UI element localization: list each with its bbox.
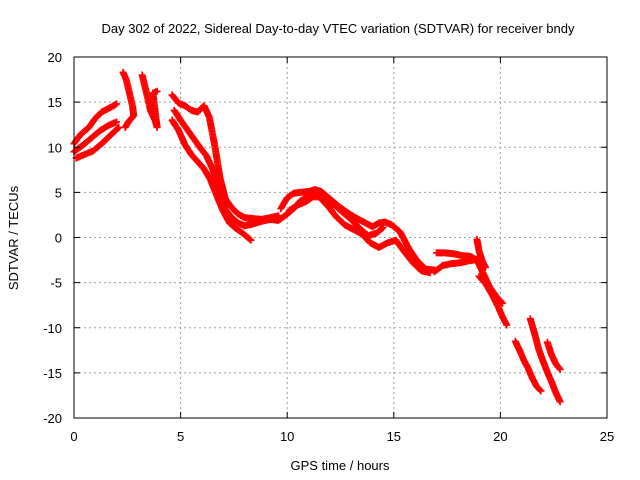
data-point	[503, 321, 511, 329]
y-tick-label: -20	[43, 411, 62, 426]
y-axis-label: SDTVAR / TECUs	[6, 185, 21, 290]
data-point	[113, 100, 121, 108]
x-tick-label: 20	[493, 429, 507, 444]
data-point	[121, 123, 129, 131]
y-tick-label: -10	[43, 321, 62, 336]
y-tick-label: -5	[50, 276, 62, 291]
chart-title: Day 302 of 2022, Sidereal Day-to-day VTE…	[101, 21, 575, 36]
data-point	[115, 123, 123, 131]
x-tick-label: 10	[280, 429, 294, 444]
series-track-h-upper	[526, 315, 564, 406]
data-point	[537, 387, 545, 395]
data-point	[556, 365, 564, 373]
data-point	[481, 263, 489, 271]
x-axis-label: GPS time / hours	[291, 458, 390, 473]
x-tick-label: 15	[387, 429, 401, 444]
y-tick-label: 0	[55, 231, 62, 246]
series-track-e-lower	[285, 193, 434, 277]
series-track-g-lower	[475, 272, 511, 329]
x-tick-label: 25	[600, 429, 614, 444]
series-track-c	[138, 71, 161, 131]
series-track-g-upper	[473, 235, 489, 271]
data-point	[556, 398, 564, 406]
x-tick-label: 0	[70, 429, 77, 444]
data-point	[153, 87, 161, 95]
y-tick-label: 20	[48, 50, 62, 65]
data-markers	[70, 68, 564, 406]
data-point	[555, 364, 563, 372]
data-point	[247, 236, 255, 244]
data-point	[536, 386, 544, 394]
axis-ticks: 0 5 10 15 20 25 -20 -15 -10 -5 0 5 10 15 20	[43, 50, 614, 444]
data-point	[426, 269, 434, 277]
series-track-h-lower	[511, 337, 545, 395]
series-track-a-mid	[70, 118, 121, 156]
grid	[74, 57, 607, 418]
data-point	[113, 118, 121, 126]
series-track-e-tail	[430, 255, 481, 276]
series-track-a-lower	[72, 123, 123, 162]
data-point	[246, 235, 254, 243]
x-tick-label: 5	[177, 429, 184, 444]
series-track-h-right	[543, 338, 564, 373]
y-tick-label: -15	[43, 366, 62, 381]
y-tick-label: 5	[55, 185, 62, 200]
data-point	[499, 299, 507, 307]
series-track-b	[119, 68, 138, 131]
y-tick-label: 15	[48, 95, 62, 110]
series-track-d-lower	[168, 116, 255, 244]
data-point	[114, 124, 122, 132]
y-tick-label: 10	[48, 140, 62, 155]
